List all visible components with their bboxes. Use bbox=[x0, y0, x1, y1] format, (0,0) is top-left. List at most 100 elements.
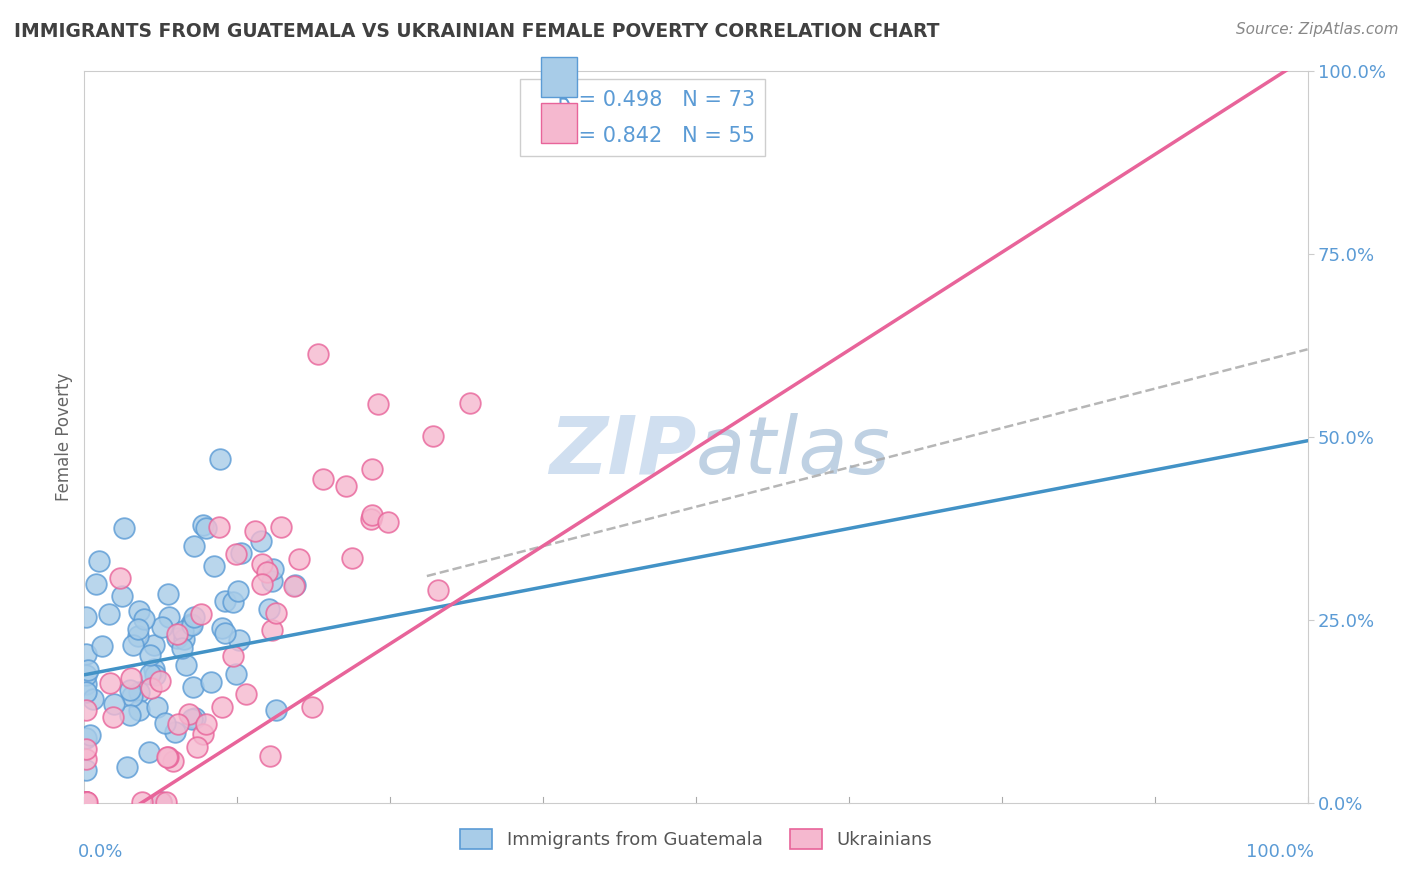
Legend: Immigrants from Guatemala, Ukrainians: Immigrants from Guatemala, Ukrainians bbox=[453, 822, 939, 856]
Point bbox=[75, 647, 97, 661]
Point bbox=[180, 617, 202, 632]
Point bbox=[76, 795, 98, 809]
Point bbox=[128, 703, 150, 717]
Point bbox=[157, 609, 180, 624]
Point bbox=[183, 610, 205, 624]
Point bbox=[87, 554, 110, 568]
Point bbox=[127, 629, 149, 643]
Point bbox=[226, 583, 249, 598]
Point bbox=[156, 749, 179, 764]
Point bbox=[122, 638, 145, 652]
Point bbox=[139, 667, 162, 681]
Point bbox=[98, 676, 121, 690]
Point bbox=[181, 618, 204, 632]
Point bbox=[225, 547, 247, 561]
Text: R = 0.498   N = 73
    R = 0.842   N = 55: R = 0.498 N = 73 R = 0.842 N = 55 bbox=[531, 90, 755, 145]
Point bbox=[75, 795, 97, 809]
Point bbox=[75, 742, 97, 756]
Point bbox=[75, 685, 97, 699]
Point bbox=[301, 699, 323, 714]
Point bbox=[181, 680, 204, 694]
Point bbox=[120, 671, 142, 685]
Point bbox=[208, 520, 231, 534]
Point bbox=[245, 524, 267, 538]
Point bbox=[307, 347, 329, 361]
Point bbox=[138, 744, 160, 758]
Point bbox=[75, 795, 97, 809]
Point bbox=[211, 621, 233, 635]
Point bbox=[283, 578, 305, 592]
Point bbox=[138, 648, 160, 662]
Point bbox=[132, 612, 155, 626]
Point bbox=[150, 795, 173, 809]
Point bbox=[270, 520, 292, 534]
Point bbox=[458, 396, 481, 410]
Text: Source: ZipAtlas.com: Source: ZipAtlas.com bbox=[1236, 22, 1399, 37]
Point bbox=[76, 663, 98, 677]
Point bbox=[127, 622, 149, 636]
Point bbox=[288, 552, 311, 566]
Point bbox=[186, 739, 208, 754]
Point bbox=[143, 668, 166, 682]
Point bbox=[221, 594, 243, 608]
Point bbox=[377, 515, 399, 529]
Point bbox=[75, 763, 97, 777]
Point bbox=[177, 706, 200, 721]
Point bbox=[208, 451, 231, 466]
Point bbox=[155, 795, 177, 809]
Point bbox=[75, 795, 97, 809]
Point bbox=[360, 461, 382, 475]
Point bbox=[131, 795, 153, 809]
Point bbox=[163, 725, 186, 739]
Point bbox=[264, 703, 287, 717]
Y-axis label: Female Poverty: Female Poverty bbox=[55, 373, 73, 501]
Point bbox=[184, 711, 207, 725]
Point bbox=[167, 717, 190, 731]
Point bbox=[235, 687, 257, 701]
Point bbox=[110, 589, 132, 603]
Point bbox=[264, 606, 287, 620]
Point bbox=[75, 795, 97, 809]
Point bbox=[262, 574, 284, 588]
Bar bbox=[541, 57, 578, 97]
Point bbox=[195, 716, 218, 731]
Text: ZIP: ZIP bbox=[548, 413, 696, 491]
Bar bbox=[541, 103, 578, 143]
Point bbox=[108, 571, 131, 585]
Point bbox=[149, 674, 172, 689]
Point bbox=[214, 594, 236, 608]
Point bbox=[342, 550, 364, 565]
Point bbox=[250, 577, 273, 591]
Point bbox=[114, 520, 136, 534]
Point bbox=[166, 631, 188, 645]
Point bbox=[75, 703, 97, 717]
Point bbox=[170, 640, 193, 655]
Point bbox=[82, 691, 104, 706]
Text: atlas: atlas bbox=[696, 413, 891, 491]
Point bbox=[174, 657, 197, 672]
Text: 100.0%: 100.0% bbox=[1246, 843, 1313, 861]
Point bbox=[75, 677, 97, 691]
Point bbox=[229, 546, 252, 560]
Point bbox=[149, 795, 172, 809]
Point bbox=[141, 681, 163, 695]
Point bbox=[75, 610, 97, 624]
Point bbox=[103, 709, 125, 723]
Point bbox=[75, 731, 97, 745]
Point bbox=[260, 623, 283, 637]
Point bbox=[200, 675, 222, 690]
Point bbox=[172, 624, 194, 638]
Point bbox=[183, 539, 205, 553]
Point bbox=[367, 396, 389, 410]
Point bbox=[250, 533, 273, 548]
Point bbox=[143, 662, 166, 676]
Point bbox=[360, 512, 382, 526]
Point bbox=[153, 715, 176, 730]
Point bbox=[214, 625, 236, 640]
Point bbox=[75, 795, 97, 809]
Point bbox=[193, 517, 215, 532]
Point bbox=[222, 649, 245, 664]
Point bbox=[211, 699, 233, 714]
Text: 0.0%: 0.0% bbox=[79, 843, 124, 861]
Point bbox=[335, 479, 357, 493]
